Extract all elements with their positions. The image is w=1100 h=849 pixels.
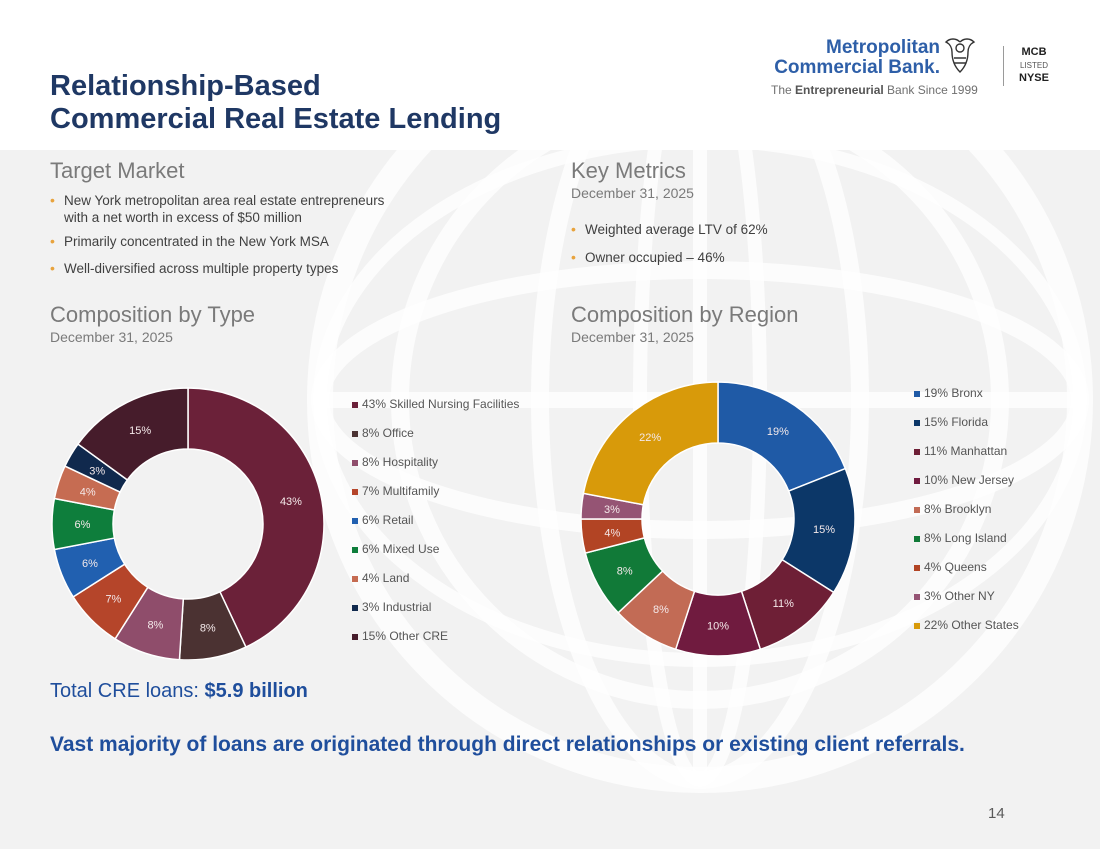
type-legend-label-7: 3% Industrial: [362, 600, 431, 614]
region-slice-label-7: 3%: [604, 504, 620, 516]
region-legend-swatch-6: [914, 565, 920, 571]
region-legend-swatch-3: [914, 478, 920, 484]
title-line-1: Relationship-Based: [50, 70, 321, 102]
region-legend-swatch-7: [914, 594, 920, 600]
region-legend-label-8: 22% Other States: [924, 618, 1019, 632]
region-legend-label-2: 11% Manhattan: [924, 444, 1007, 458]
region-legend-swatch-8: [914, 623, 920, 629]
page-number: 14: [988, 805, 1005, 822]
type-legend-label-6: 4% Land: [362, 571, 409, 585]
type-slice-label-7: 3%: [89, 465, 105, 477]
type-slice-label-6: 4%: [80, 486, 96, 498]
region-legend-label-7: 3% Other NY: [924, 589, 995, 603]
type-legend-swatch-3: [352, 489, 358, 495]
key-metrics-bullet-2: Owner occupied – 46%: [571, 249, 921, 266]
type-legend-swatch-2: [352, 460, 358, 466]
region-legend-swatch-4: [914, 507, 920, 513]
type-slice-8: [76, 387, 189, 481]
region-legend-label-0: 19% Bronx: [924, 386, 983, 400]
type-slice-label-2: 8%: [147, 619, 163, 631]
region-legend-swatch-1: [914, 420, 920, 426]
type-legend-label-2: 8% Hospitality: [362, 455, 438, 469]
target-market-bullet-2: Primarily concentrated in the New York M…: [50, 233, 400, 250]
ticker-listed: LISTED: [1019, 61, 1048, 70]
region-legend-label-1: 15% Florida: [924, 415, 988, 429]
total-cre-loans: Total CRE loans: $5.9 billion: [50, 680, 308, 703]
type-legend-swatch-8: [352, 634, 358, 640]
key-metrics-date: December 31, 2025: [571, 185, 694, 201]
type-slice-label-3: 7%: [105, 594, 121, 606]
target-market-bullet-1: New York metropolitan area real estate e…: [50, 192, 400, 226]
type-donut-chart: 43% 43% Skilled Nursing Facilities 8% 8% Of…: [51, 387, 519, 660]
key-metrics-bullet-1: Weighted average LTV of 62%: [571, 221, 921, 238]
ticker-symbol: MCB: [1021, 46, 1047, 58]
region-chart-date: December 31, 2025: [571, 329, 694, 345]
region-slice-label-6: 4%: [604, 527, 620, 539]
region-slice-label-2: 11%: [773, 598, 794, 610]
region-slice-label-8: 22%: [639, 432, 661, 444]
type-chart-title: Composition by Type: [50, 302, 256, 327]
region-slice-label-5: 8%: [617, 565, 633, 577]
title-line-2: Commercial Real Estate Lending: [50, 103, 502, 135]
type-legend-label-8: 15% Other CRE: [362, 629, 448, 643]
type-legend-label-1: 8% Office: [362, 426, 414, 440]
logo-divider: [1003, 46, 1004, 86]
region-slice-label-4: 8%: [653, 604, 669, 616]
key-metrics-heading: Key Metrics: [571, 158, 686, 183]
type-legend-label-5: 6% Mixed Use: [362, 542, 440, 556]
region-slice-8: [582, 381, 719, 506]
type-legend-swatch-4: [352, 518, 358, 524]
logo-name-line-2: Commercial Bank: [774, 57, 935, 78]
region-slice-label-0: 19%: [767, 426, 789, 438]
region-legend-label-5: 8% Long Island: [924, 531, 1007, 545]
logo-tagline: The Entrepreneurial Bank Since 1999: [771, 83, 978, 97]
region-slice-label-1: 15%: [813, 524, 835, 536]
company-logo: Metropolitan Commercial Bank. The Entrep…: [770, 36, 1070, 106]
type-slice-label-1: 8%: [200, 623, 216, 635]
region-legend-swatch-2: [914, 449, 920, 455]
logo-name-line-1: Metropolitan: [826, 37, 940, 58]
type-legend-label-0: 43% Skilled Nursing Facilities: [362, 397, 519, 411]
type-slice-label-8: 15%: [129, 425, 151, 437]
eagle-icon: [944, 38, 976, 73]
type-legend-swatch-1: [352, 431, 358, 437]
region-legend-label-4: 8% Brooklyn: [924, 502, 991, 516]
footer-note: Vast majority of loans are originated th…: [50, 733, 965, 756]
type-slice-label-4: 6%: [82, 558, 98, 570]
tagline-prefix: The: [771, 83, 796, 97]
region-legend-swatch-5: [914, 536, 920, 542]
type-chart-date: December 31, 2025: [50, 329, 173, 345]
total-label: Total CRE loans:: [50, 680, 205, 702]
logo-name: Metropolitan Commercial Bank.: [770, 38, 940, 78]
type-legend-swatch-6: [352, 576, 358, 582]
type-legend-swatch-7: [352, 605, 358, 611]
tagline-suffix: Bank Since 1999: [883, 83, 978, 97]
type-slice-label-0: 43%: [280, 496, 302, 508]
type-legend-label-3: 7% Multifamily: [362, 484, 439, 498]
type-legend-label-4: 6% Retail: [362, 513, 413, 527]
region-donut-chart: 19% 19% Bronx 15% 15% Florida 11% 11% Manhatt…: [580, 381, 1019, 657]
tagline-bold: Entrepreneurial: [795, 83, 884, 97]
total-value: $5.9 billion: [204, 680, 308, 702]
type-slice-label-5: 6%: [75, 519, 91, 531]
region-legend-swatch-0: [914, 391, 920, 397]
target-market-list: New York metropolitan area real estate e…: [50, 192, 400, 277]
ticker-exchange: NYSE: [1019, 72, 1049, 84]
key-metrics-list: Weighted average LTV of 62% Owner occupi…: [571, 221, 921, 266]
ticker-badge: MCB LISTED NYSE: [1014, 46, 1054, 85]
type-legend-swatch-0: [352, 402, 358, 408]
region-chart-title: Composition by Region: [571, 302, 799, 327]
logo-name-suffix: .: [934, 57, 940, 78]
region-legend-label-6: 4% Queens: [924, 560, 987, 574]
slide-title: Relationship-Based Commercial Real Estat…: [50, 70, 501, 136]
type-slice-0: [187, 387, 325, 649]
target-market-heading: Target Market: [50, 158, 185, 183]
region-slice-label-3: 10%: [707, 621, 729, 633]
region-legend-label-3: 10% New Jersey: [924, 473, 1014, 487]
type-legend-swatch-5: [352, 547, 358, 553]
target-market-bullet-3: Well-diversified across multiple propert…: [50, 260, 400, 277]
